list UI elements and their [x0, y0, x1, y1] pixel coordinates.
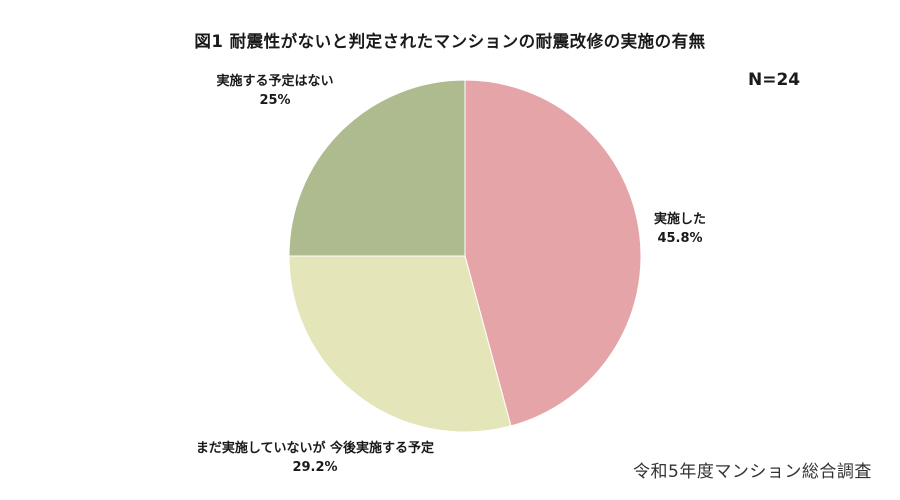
- slice-label-no-plan-name: 実施する予定はない: [216, 74, 334, 89]
- source-note: 令和5年度マンション総合調査: [633, 462, 872, 482]
- chart-title: 図1 耐震性がないと判定されたマンションの耐震改修の実施の有無: [194, 32, 706, 51]
- slice-label-done-pct: 45.8%: [657, 231, 703, 246]
- pie-slice-done: [464, 79, 642, 427]
- slice-label-planned: まだ実施していないが 今後実施する予定 29.2%: [160, 439, 470, 477]
- sample-size-label: N=24: [748, 70, 801, 90]
- slice-label-planned-name: まだ実施していないが 今後実施する予定: [195, 441, 435, 456]
- slice-label-no-plan: 実施する予定はない 25%: [210, 72, 340, 110]
- slice-label-planned-pct: 29.2%: [292, 460, 338, 475]
- pie-slice-no-plan: [288, 79, 466, 257]
- slice-label-done: 実施した 45.8%: [640, 210, 720, 248]
- slice-label-done-name: 実施した: [653, 212, 706, 227]
- slice-label-no-plan-pct: 25%: [259, 93, 291, 108]
- pie-slice-planned: [288, 255, 512, 433]
